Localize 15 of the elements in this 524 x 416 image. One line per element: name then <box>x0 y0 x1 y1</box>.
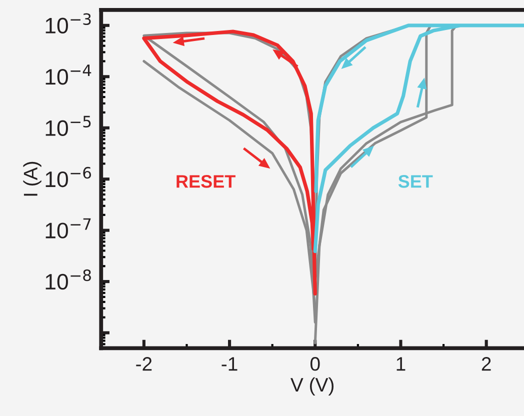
x-tick-label: 0 <box>310 357 320 371</box>
text: SET <box>398 175 433 188</box>
x-tick-label: -2 <box>136 357 152 371</box>
y-tick-label: 10$^{−5}$ <box>46 116 91 136</box>
x-tick-label: 2 <box>482 357 491 371</box>
y-tick-label: 10$^{−7}$ <box>46 218 91 238</box>
x-tick-label: -1 <box>222 357 238 371</box>
y-tick-label: 10$^{−6}$ <box>46 166 92 188</box>
text: RESET <box>176 175 236 188</box>
x-axis-title: V (V) <box>290 377 334 396</box>
y-tick-label: 10$^{−8}$ <box>46 269 91 290</box>
y-axis-title: I (A) <box>23 162 42 196</box>
x-tick-label: 1 <box>396 357 406 371</box>
y-tick-label: 10$^{−3}$ <box>46 13 91 34</box>
y-tick-label: 10$^{−4}$ <box>46 64 92 85</box>
